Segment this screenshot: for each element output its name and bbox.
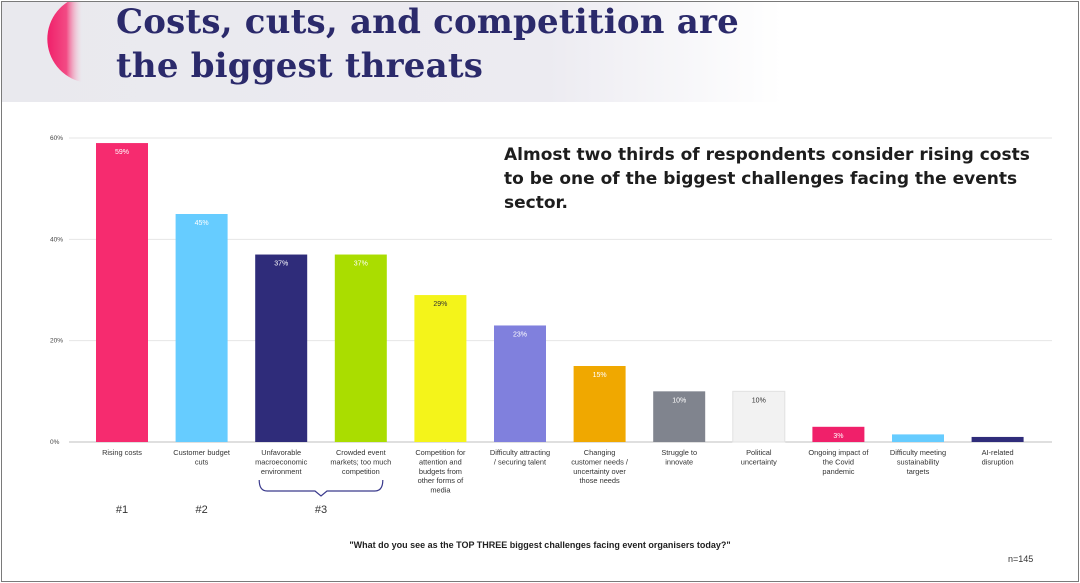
category-label-line: the Covid [823, 457, 854, 466]
page-title: Costs, cuts, and competition are the big… [116, 2, 739, 88]
category-label-line: Crowded event [336, 448, 386, 457]
brand-logo-icon [47, 2, 82, 82]
bar [96, 143, 148, 443]
category-label-line: AI-related [982, 448, 1014, 457]
bar [414, 295, 467, 442]
bar [494, 325, 546, 442]
category-label: Difficulty attracting / securing talent [490, 448, 550, 466]
data-label: 10% [752, 397, 766, 404]
category-label-line: Difficulty attracting [490, 448, 550, 457]
y-tick-label: 60% [50, 135, 63, 142]
category-label-line: macroeconomic [255, 457, 307, 466]
bar [653, 391, 706, 442]
category-label-line: pandemic [822, 467, 854, 476]
data-label: 59% [115, 149, 129, 156]
bar [334, 254, 387, 442]
data-label: 23% [513, 331, 527, 338]
slide-header [2, 2, 782, 102]
sample-size: n=145 [1008, 554, 1034, 564]
category-label-line: Customer budget [173, 448, 230, 457]
rank-label: #1 [116, 504, 128, 516]
category-label-line: those needs [579, 476, 620, 485]
category-label: Customer budget cuts [173, 448, 230, 466]
category-label-line: Struggle to [661, 448, 697, 457]
category-label-line: environment [261, 467, 302, 476]
category-label-line: Ongoing impact of [808, 448, 869, 457]
title-line-1: Costs, cuts, and competition are [116, 2, 739, 42]
bar [732, 390, 786, 443]
survey-question: "What do you see as the TOP THREE bigges… [349, 540, 731, 550]
category-label-line: Changing [584, 448, 616, 457]
category-label: Unfavorable macroeconomic environment [255, 448, 307, 476]
category-label-line: / securing talent [494, 457, 546, 466]
category-label-line: uncertainty over [573, 467, 626, 476]
rank-label: #3 [315, 504, 327, 516]
category-label-line: sustainability [897, 457, 940, 466]
y-tick-label: 20% [50, 338, 63, 345]
y-tick-label: 40% [50, 236, 63, 243]
category-label: Ongoing impact of the Covid pandemic [808, 448, 869, 476]
category-label-line: cuts [195, 457, 209, 466]
data-label: 10% [672, 397, 686, 404]
category-label-line: customer needs / [571, 457, 629, 466]
bar [812, 426, 865, 442]
category-label: Political uncertainty [741, 448, 777, 466]
bar [573, 366, 626, 442]
bar [175, 214, 228, 442]
category-label-line: Political [746, 448, 772, 457]
category-label: Crowded event markets; too much competitio… [330, 448, 391, 476]
rank-bracket [258, 479, 384, 497]
data-label: 15% [593, 372, 607, 379]
category-label-line: other forms of [418, 476, 465, 485]
category-label: Difficulty meeting sustainability targets [890, 448, 946, 476]
bar [255, 254, 308, 442]
category-label: AI-related disruption [982, 448, 1014, 466]
category-label-line: budgets from [419, 467, 462, 476]
data-label: 45% [195, 220, 209, 227]
category-label: Competition for attention and budgets from… [415, 448, 466, 495]
category-label-line: targets [907, 467, 930, 476]
data-label: 37% [274, 261, 288, 268]
category-label-line: media [430, 486, 451, 495]
category-label-line: Competition for [415, 448, 466, 457]
data-label: 29% [433, 301, 447, 308]
data-label: 3% [833, 433, 843, 440]
category-label-line: uncertainty [741, 457, 777, 466]
bar [971, 436, 1024, 442]
category-label: Rising costs [102, 448, 142, 457]
title-line-2: the biggest threats [116, 46, 484, 86]
bar [892, 434, 944, 442]
category-label: Struggle to innovate [661, 448, 697, 466]
rank-label: #2 [195, 504, 207, 516]
category-label-line: Rising costs [102, 448, 142, 457]
category-label-line: markets; too much [330, 457, 391, 466]
category-label-line: Difficulty meeting [890, 448, 946, 457]
callout-text: Almost two thirds of respondents conside… [504, 145, 1030, 213]
category-label-line: innovate [665, 457, 693, 466]
category-label: Changing customer needs / uncertainty over… [571, 448, 629, 485]
category-label-line: competition [342, 467, 380, 476]
category-label-line: attention and [419, 457, 462, 466]
category-label-line: disruption [982, 457, 1014, 466]
data-label: 37% [354, 261, 368, 268]
y-tick-label: 0% [50, 439, 60, 446]
category-label-line: Unfavorable [261, 448, 301, 457]
